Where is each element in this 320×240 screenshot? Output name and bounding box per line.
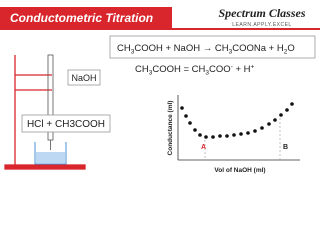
point-label: A — [201, 144, 206, 151]
slide: Conductometric Titration Spectrum Classe… — [0, 6, 320, 174]
curve-dot — [246, 131, 250, 135]
equation-text: COOH = CH — [152, 64, 205, 75]
title-banner — [0, 7, 172, 28]
superscript: + — [251, 64, 255, 71]
subscript: 3 — [205, 70, 209, 77]
y-axis-label: Conductance (ml) — [167, 101, 174, 156]
curve-dot — [184, 114, 188, 118]
curve-dot — [285, 108, 289, 112]
curve-dot — [218, 134, 222, 138]
curve-dot — [188, 121, 192, 125]
solution — [36, 152, 65, 163]
label-box — [67, 69, 101, 86]
beaker-label: HCl + CH3COOH — [27, 119, 105, 130]
equation-text: CH — [135, 64, 149, 75]
subscript: 2 — [284, 49, 288, 56]
x-axis-label: Vol of NaOH (ml) — [214, 167, 265, 174]
equation-text: CH — [117, 43, 131, 54]
superscript: - — [231, 64, 233, 71]
title: Conductometric Titration — [10, 11, 153, 25]
equation-text: O — [287, 43, 294, 54]
equation: CH3COOH + NaOH → CH3COONa + H2O — [117, 43, 295, 56]
curve-dot — [267, 122, 271, 126]
curve-dot — [211, 135, 215, 139]
equation-box — [109, 35, 316, 59]
curve-dot — [180, 106, 184, 110]
equation-text: COOH + NaOH → CH — [134, 43, 228, 54]
graph: Conductance (ml) Vol of NaOH (ml) A B — [167, 95, 300, 174]
equation: CH3COOH = CH3COO- + H+ — [135, 64, 255, 77]
curve-dot — [290, 102, 294, 106]
point-label: B — [283, 144, 288, 151]
curve-dot — [260, 126, 264, 130]
curve-dot — [239, 132, 243, 136]
curve-dot — [198, 133, 202, 137]
curve-dot — [279, 113, 283, 117]
subscript: 3 — [149, 70, 153, 77]
logo-name: Spectrum Classes — [218, 6, 305, 20]
titration-stand — [4, 54, 86, 170]
label-box — [21, 114, 111, 133]
equation-text: COONa + H — [232, 43, 284, 54]
curve-dot — [204, 135, 208, 139]
curve-dot — [253, 129, 257, 133]
curve-dot — [193, 128, 197, 132]
subscript: 3 — [229, 49, 233, 56]
subscript: 3 — [131, 49, 135, 56]
equation-text: COO — [209, 64, 231, 75]
curve-dot — [225, 134, 229, 138]
stand-base — [4, 164, 86, 170]
curve-dot — [232, 133, 236, 137]
equation-text: + H — [233, 64, 251, 75]
logo-tagline: LEARN.APPLY.EXCEL — [232, 22, 291, 28]
beaker — [34, 142, 67, 165]
title-underline — [0, 28, 320, 30]
curve-dot — [273, 118, 277, 122]
burette-label: NaOH — [71, 73, 96, 83]
